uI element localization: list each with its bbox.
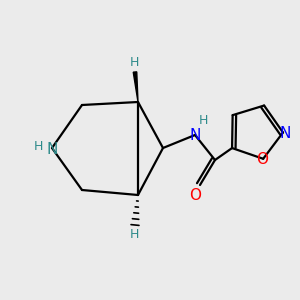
Text: H: H	[198, 115, 208, 128]
Text: N: N	[46, 142, 57, 158]
Text: N: N	[189, 128, 201, 142]
Text: H: H	[129, 229, 139, 242]
Polygon shape	[133, 72, 138, 102]
Text: H: H	[33, 140, 43, 152]
Text: O: O	[256, 152, 268, 167]
Text: O: O	[189, 188, 201, 203]
Text: N: N	[279, 126, 291, 141]
Text: H: H	[129, 56, 139, 68]
